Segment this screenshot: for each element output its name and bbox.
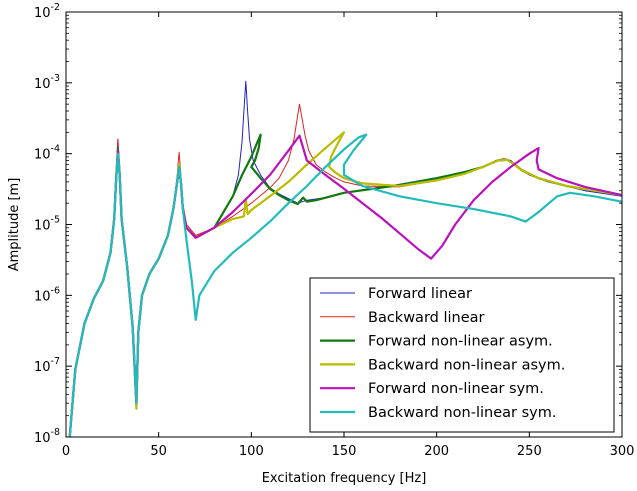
x-tick-label: 100 [239, 444, 264, 459]
x-tick-label: 300 [610, 444, 635, 459]
x-tick-label: 150 [332, 444, 357, 459]
y-axis-label: Amplitude [m] [7, 178, 22, 272]
legend-entry-label: Backward non-linear asym. [368, 357, 565, 373]
legend-box [309, 277, 615, 433]
y-tick-label: 10-5 [34, 215, 60, 234]
series-line-6 [68, 133, 622, 437]
legend-entry-label: Forward non-linear sym. [368, 381, 544, 397]
y-tick-label: 10-8 [34, 427, 60, 446]
y-tick-label: 10-4 [34, 144, 60, 163]
legend-entry-label: Backward non-linear sym. [368, 405, 556, 421]
y-tick-label: 10-2 [34, 2, 60, 21]
legend-entry-label: Backward linear [368, 310, 485, 326]
series-layer [68, 80, 622, 437]
legend-entry-label: Forward linear [368, 286, 472, 302]
x-tick-label: 0 [62, 444, 70, 459]
x-tick-label: 250 [517, 444, 542, 459]
x-tick-label: 50 [150, 444, 167, 459]
legend: Forward linear Backward linear Forward non… [309, 277, 615, 433]
axis-ticks: 0 50 100 150 200 250 300 10-8 10-7 10-6 10-5 10-4 10… [34, 2, 634, 459]
x-tick-label: 200 [424, 444, 449, 459]
legend-entry-label: Forward non-linear asym. [368, 334, 553, 350]
x-axis-label: Excitation frequency [Hz] [262, 471, 427, 486]
y-tick-label: 10-6 [34, 285, 60, 304]
y-tick-label: 10-7 [34, 356, 60, 375]
y-tick-label: 10-3 [34, 73, 60, 92]
